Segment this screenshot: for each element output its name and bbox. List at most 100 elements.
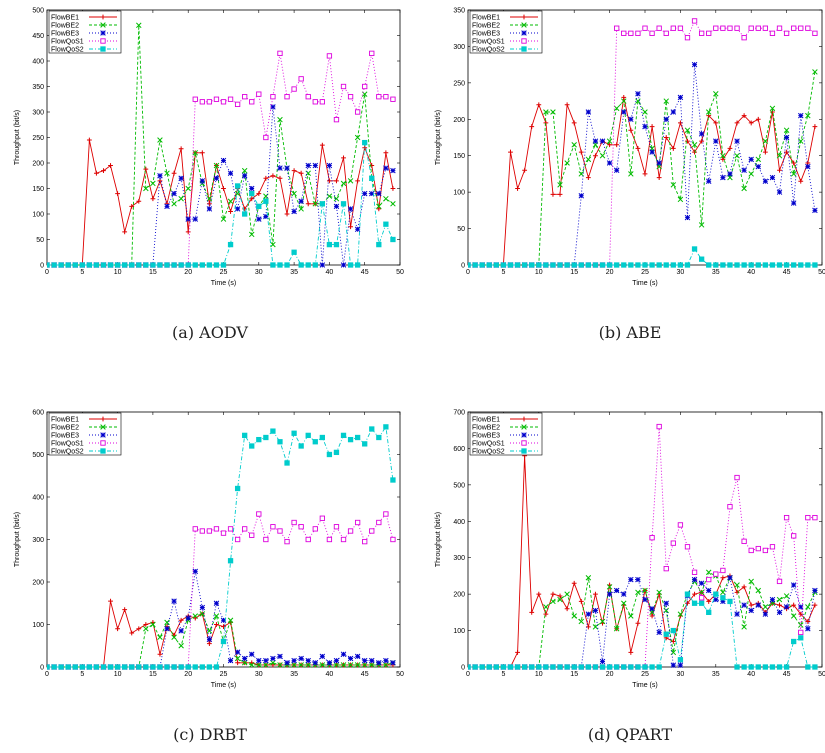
data-point (677, 25, 684, 31)
data-point (319, 434, 325, 441)
x-tick-label: 30 (255, 671, 263, 678)
data-point (369, 175, 375, 181)
data-point (748, 120, 754, 126)
data-point (227, 526, 234, 532)
data-point (713, 120, 719, 126)
data-point (628, 262, 634, 268)
data-point (705, 587, 712, 594)
data-point (178, 664, 184, 670)
data-point (72, 262, 78, 268)
data-point (734, 262, 740, 268)
data-point (790, 200, 797, 206)
data-point (390, 477, 396, 483)
data-point (705, 178, 712, 184)
data-point (805, 25, 811, 31)
data-point (291, 86, 297, 92)
x-tick-label: 20 (184, 671, 192, 678)
data-point (333, 241, 340, 248)
data-point (192, 664, 198, 670)
data-point (227, 558, 234, 564)
data-point (234, 206, 241, 212)
data-point (805, 604, 811, 610)
data-point (642, 123, 648, 130)
data-point (776, 189, 783, 195)
y-tick-label: 400 (453, 519, 465, 526)
data-point (361, 657, 368, 664)
data-point (143, 622, 149, 627)
x-tick-label: 40 (747, 671, 755, 678)
data-point (776, 596, 783, 603)
data-point (199, 528, 205, 534)
data-point (692, 591, 697, 597)
series-group (468, 18, 818, 268)
legend-label: FlowQoS1 (472, 441, 505, 448)
data-point (649, 124, 655, 129)
data-point (65, 664, 71, 670)
x-tick-label: 30 (677, 671, 685, 678)
legend-label: FlowBE1 (472, 15, 500, 22)
data-point (136, 626, 142, 632)
data-point (178, 146, 184, 152)
data-point (227, 198, 234, 205)
data-point (713, 25, 719, 31)
data-point (185, 615, 191, 621)
data-point (698, 30, 705, 36)
data-point (578, 193, 585, 199)
data-point (564, 591, 570, 597)
data-point (242, 211, 248, 217)
data-point (776, 152, 783, 159)
data-point (769, 30, 776, 36)
data-point (776, 664, 783, 670)
legend-marker (100, 440, 106, 446)
data-point (129, 664, 135, 670)
data-point (776, 609, 783, 616)
data-point (263, 175, 269, 181)
data-point (270, 428, 276, 434)
data-point (291, 519, 297, 526)
data-point (684, 591, 691, 597)
data-point (199, 262, 205, 268)
data-point (699, 138, 705, 144)
data-point (550, 109, 556, 115)
data-point (564, 262, 570, 268)
data-point (635, 664, 641, 670)
data-point (220, 617, 227, 624)
data-point (670, 627, 676, 634)
series-group (47, 424, 396, 670)
data-point (369, 50, 375, 57)
data-point (805, 112, 811, 119)
legend-marker (521, 432, 527, 438)
data-point (263, 213, 269, 220)
data-point (783, 30, 790, 36)
legend-label: FlowBE1 (51, 15, 79, 22)
series-line-flowbe3 (468, 64, 816, 266)
data-point (783, 262, 790, 268)
data-point (100, 664, 107, 670)
data-point (521, 262, 528, 268)
data-point (213, 664, 220, 670)
data-point (291, 430, 297, 436)
y-tick-label: 100 (32, 622, 44, 629)
x-tick-label: 45 (361, 269, 369, 276)
data-point (277, 439, 283, 445)
data-point (621, 98, 627, 104)
data-point (248, 651, 255, 658)
data-point (277, 262, 283, 268)
data-point (362, 145, 368, 151)
legend-marker (100, 432, 106, 438)
data-point (656, 262, 662, 268)
data-point (592, 664, 599, 670)
data-point (86, 664, 93, 670)
data-point (741, 35, 747, 41)
data-point (798, 112, 804, 119)
data-point (277, 528, 283, 534)
y-tick-label: 0 (461, 665, 465, 672)
data-point (493, 262, 499, 268)
data-point (755, 25, 761, 31)
data-point (613, 105, 620, 112)
data-point (720, 152, 726, 159)
data-point (670, 540, 676, 546)
data-point (347, 94, 354, 100)
series-line-flowbe3 (47, 106, 394, 266)
data-point (777, 167, 782, 173)
